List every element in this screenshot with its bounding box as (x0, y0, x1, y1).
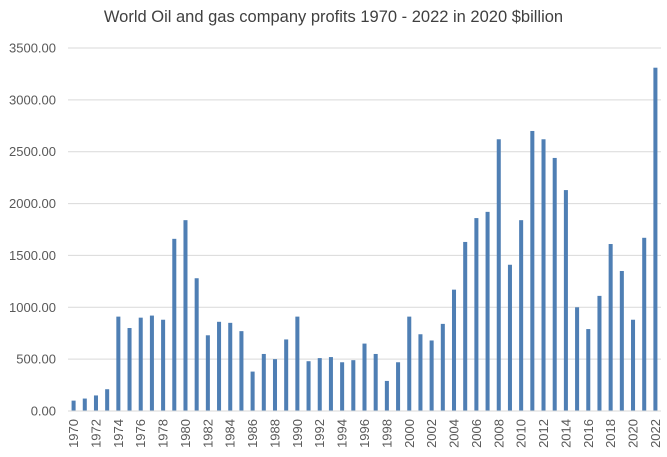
bar-1973 (105, 389, 110, 411)
bar-1978 (161, 319, 166, 411)
x-tick-label: 2006 (469, 419, 484, 448)
bar-2001 (418, 334, 423, 411)
x-axis-ticks: 1970 1972 1974 1976 1978 1980 1982 1984 1986 1988… (66, 419, 663, 448)
bar-1974 (116, 316, 121, 411)
x-tick-label: 1978 (156, 419, 171, 448)
bar-1976 (138, 317, 143, 411)
x-tick-label: 1994 (335, 419, 350, 448)
bar-2019 (619, 270, 624, 411)
x-tick-label: 1986 (245, 419, 260, 448)
x-tick-label: 2020 (626, 419, 641, 448)
bars (71, 67, 658, 412)
bar-1983 (217, 321, 222, 411)
x-tick-label: 1982 (200, 419, 215, 448)
x-tick-label: 1992 (312, 419, 327, 448)
bar-1990 (295, 316, 300, 411)
bar-2007 (485, 211, 490, 411)
x-tick-label: 2012 (536, 419, 551, 448)
bar-2008 (496, 139, 501, 412)
x-tick-label: 1984 (223, 419, 238, 448)
y-tick-label: 3000.00 (9, 92, 56, 107)
bar-1996 (362, 343, 367, 411)
bar-1979 (172, 238, 177, 411)
bar-2004 (451, 289, 457, 411)
bar-1998 (384, 380, 389, 411)
bar-1977 (149, 315, 154, 411)
bar-1991 (306, 361, 311, 411)
bar-1999 (396, 362, 401, 411)
x-tick-label: 1972 (88, 419, 103, 448)
x-tick-label: 2004 (447, 419, 462, 448)
bar-2020 (631, 319, 636, 411)
bar-2006 (474, 218, 479, 411)
y-tick-label: 3500.00 (9, 41, 56, 56)
bar-1984 (228, 322, 233, 411)
bar-1970 (71, 400, 76, 411)
bar-2017 (597, 295, 602, 411)
bar-2021 (642, 237, 647, 411)
x-tick-label: 1998 (379, 419, 394, 448)
bar-2013 (552, 157, 557, 411)
x-tick-label: 1970 (66, 419, 81, 448)
bar-2012 (541, 139, 546, 412)
x-tick-label: 2014 (558, 419, 573, 448)
bar-1985 (239, 331, 244, 411)
x-tick-label: 2000 (402, 419, 417, 448)
x-tick-label: 2002 (424, 419, 439, 448)
x-tick-label: 1980 (178, 419, 193, 448)
bar-2018 (608, 244, 613, 411)
y-tick-label: 0.00 (31, 404, 56, 419)
x-tick-label: 2008 (491, 419, 506, 448)
y-tick-label: 2500.00 (9, 144, 56, 159)
x-tick-label: 1996 (357, 419, 372, 448)
x-tick-label: 1974 (111, 419, 126, 448)
bar-1997 (373, 353, 378, 411)
bar-1981 (194, 278, 199, 411)
bar-1971 (82, 398, 87, 411)
bar-1994 (340, 362, 345, 411)
x-tick-label: 2010 (514, 419, 529, 448)
y-tick-label: 1500.00 (9, 248, 56, 263)
chart-title: World Oil and gas company profits 1970 -… (103, 8, 564, 26)
bar-2002 (429, 340, 434, 411)
x-tick-label: 2022 (648, 419, 663, 448)
y-tick-label: 500.00 (16, 352, 56, 367)
bar-1992 (317, 358, 322, 411)
x-tick-label: 2016 (581, 419, 596, 448)
bar-1975 (127, 328, 132, 411)
x-tick-label: 1990 (290, 419, 305, 448)
bar-2000 (407, 316, 412, 411)
bar-2022 (653, 67, 658, 411)
bar-2010 (519, 220, 524, 411)
gridlines (68, 47, 661, 360)
bar-2003 (440, 323, 445, 411)
y-axis-ticks: 0.00 500.00 1000.00 1500.00 2000.00 2500.00 30… (9, 41, 56, 419)
bar-2011 (530, 130, 535, 411)
y-tick-label: 2000.00 (9, 196, 56, 211)
bar-2016 (586, 329, 591, 411)
bar-1987 (261, 353, 266, 411)
bar-2009 (507, 264, 512, 411)
bar-1993 (328, 357, 333, 411)
bar-1982 (205, 335, 210, 411)
bar-1972 (93, 395, 98, 411)
bar-2015 (575, 307, 580, 411)
bar-2014 (563, 190, 568, 411)
bar-1980 (183, 220, 188, 411)
bar-2005 (463, 241, 468, 411)
x-tick-label: 1976 (133, 419, 148, 448)
y-tick-label: 1000.00 (9, 300, 56, 315)
bar-1989 (284, 339, 289, 411)
bar-1995 (351, 360, 356, 411)
bar-1986 (250, 371, 255, 411)
x-tick-label: 1988 (267, 419, 282, 448)
bar-1988 (272, 359, 278, 411)
x-tick-label: 2018 (603, 419, 618, 448)
